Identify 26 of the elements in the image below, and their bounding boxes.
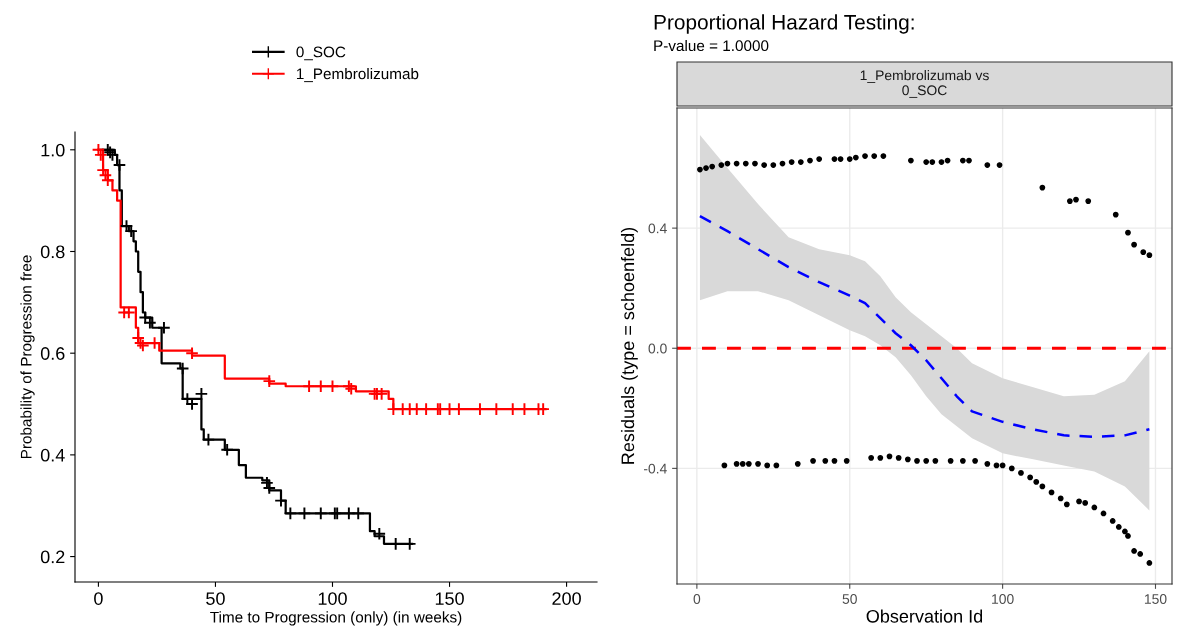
y-axis-title: Residuals (type = schoenfeld) (620, 227, 638, 464)
x-tick-label: 0 (693, 594, 701, 604)
y-tick-label: 0.4 (40, 448, 65, 462)
y-tick-label: 1.0 (41, 143, 65, 157)
y-tick-label: 0.4 (648, 223, 667, 234)
x-axis-title: Time to Progression (only) (in weeks) (210, 611, 462, 626)
x-tick-label: 150 (1144, 594, 1167, 604)
y-tick-label: 0.8 (40, 245, 65, 259)
chart-subtitle: P-value = 1.0000 (654, 39, 769, 52)
x-tick-label: 200 (552, 592, 581, 605)
x-tick-label: 50 (842, 594, 857, 604)
y-tick-label: 0.0 (648, 343, 667, 354)
y-axis-title: Probability of Progression free (20, 255, 35, 459)
x-tick-label: 100 (318, 592, 347, 605)
x-axis-title: Observation Id (866, 609, 983, 623)
x-tick-label: 0 (94, 592, 103, 605)
x-tick-label: 50 (206, 592, 225, 605)
x-tick-label: 150 (435, 592, 464, 605)
legend-label: 0_SOC (296, 46, 346, 61)
y-tick-label: -0.4 (643, 463, 667, 474)
legend-label: 1_Pembrolizumab (296, 68, 419, 83)
x-tick-label: 100 (992, 594, 1014, 604)
y-tick-label: 0.2 (40, 550, 65, 564)
chart-title: Proportional Hazard Testing: (654, 14, 914, 34)
text: 1_Pembrolizumab vs 0_SOC (860, 70, 989, 98)
y-tick-label: 0.6 (40, 347, 65, 360)
